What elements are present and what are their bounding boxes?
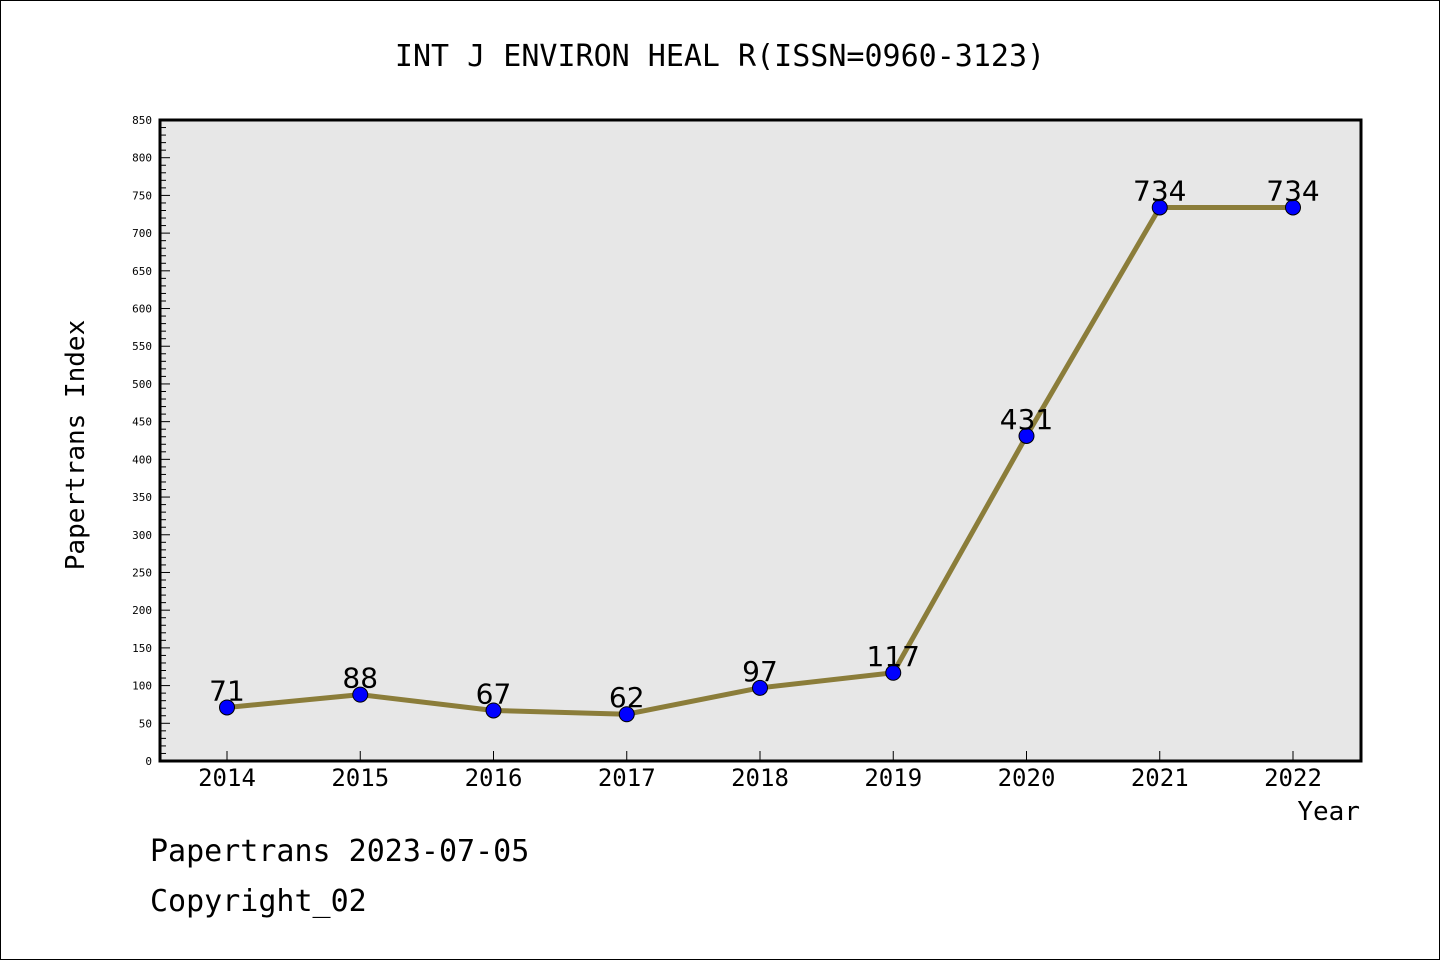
y-tick-label: 350 — [132, 491, 152, 504]
y-tick-label: 450 — [132, 416, 152, 429]
x-axis-label: Year — [1297, 797, 1360, 827]
x-tick-label: 2020 — [998, 764, 1056, 792]
data-point — [752, 679, 768, 696]
y-axis-label: Papertrans Index — [61, 320, 91, 570]
plot-area — [160, 120, 1361, 761]
data-point — [618, 706, 635, 723]
plot-border — [158, 118, 1363, 763]
y-tick-label: 50 — [139, 717, 152, 730]
footer-source-date: Papertrans 2023-07-05 — [150, 834, 530, 869]
y-tick-label: 300 — [132, 529, 152, 542]
data-label: 88 — [342, 662, 378, 695]
data-point — [485, 702, 502, 719]
y-tick-label: 750 — [132, 189, 152, 202]
data-point — [1018, 427, 1035, 444]
chart-title: INT J ENVIRON HEAL R(ISSN=0960-3123) — [395, 39, 1045, 74]
data-label: 734 — [1133, 174, 1186, 207]
x-tick-label: 2016 — [465, 764, 523, 792]
data-label: 97 — [742, 655, 778, 688]
y-tick-label: 800 — [132, 152, 152, 165]
y-tick-label: 100 — [132, 680, 152, 693]
data-label: 67 — [476, 677, 512, 710]
x-tick-label: 2021 — [1131, 764, 1189, 792]
y-tick-label: 0 — [145, 755, 152, 768]
footer-copyright: Copyright_02 — [150, 884, 367, 919]
x-tick-label: 2014 — [198, 764, 256, 792]
data-point — [352, 686, 369, 703]
x-tick-label: 2017 — [598, 764, 656, 792]
data-point — [1285, 199, 1301, 216]
y-tick-label: 700 — [132, 227, 152, 240]
y-tick-label: 150 — [132, 642, 152, 655]
series-points-group — [219, 199, 1301, 723]
x-tick-label: 2019 — [864, 764, 922, 792]
x-axis-ticks: 2014 2015 2016 2017 2018 2019 2020 2021 2022 — [198, 751, 1322, 792]
y-tick-label: 650 — [132, 265, 152, 278]
data-point — [219, 699, 235, 716]
data-label: 71 — [209, 674, 245, 707]
data-point — [1151, 199, 1168, 216]
data-label: 62 — [609, 681, 645, 714]
y-tick-label: 250 — [132, 566, 152, 579]
y-axis-ticks: 0 50 100 150 200 250 300 350 400 450 500 550 600 650 7… — [132, 114, 170, 768]
data-label: 117 — [867, 640, 920, 673]
y-tick-label: 400 — [132, 453, 152, 466]
y-tick-label: 500 — [132, 378, 152, 391]
data-labels-group: 71 88 67 62 97 117 431 734 734 — [209, 174, 1320, 714]
y-tick-label: 850 — [132, 114, 152, 127]
data-label: 734 — [1266, 174, 1319, 207]
x-tick-label: 2015 — [331, 764, 389, 792]
x-tick-label: 2018 — [731, 764, 789, 792]
y-tick-label: 600 — [132, 303, 152, 316]
x-tick-label: 2022 — [1264, 764, 1322, 792]
data-label: 431 — [1000, 403, 1053, 436]
data-point — [885, 664, 902, 681]
y-tick-label: 550 — [132, 340, 152, 353]
y-tick-label: 200 — [132, 604, 152, 617]
